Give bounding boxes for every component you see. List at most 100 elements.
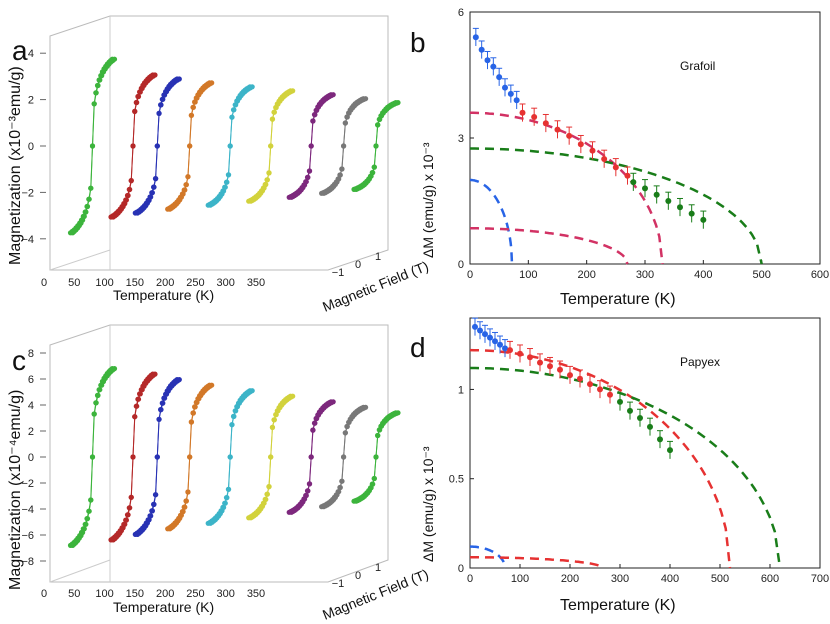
panel-a-z-ticks: −1 0 1: [332, 251, 381, 279]
data-point: [624, 172, 631, 179]
loop-T6: [246, 393, 296, 521]
data-point: [589, 147, 596, 154]
panel-c-y-title: Magnetization (x10⁻⁴emu/g): [7, 390, 24, 590]
loop-point: [161, 92, 167, 98]
loop-point: [346, 110, 352, 116]
fit-curve: [470, 545, 507, 569]
loop-point: [271, 109, 277, 115]
loop-point: [70, 542, 76, 549]
loop-point: [159, 400, 165, 406]
panel-letter-c: c: [12, 345, 26, 376]
data-point: [513, 97, 520, 104]
loop-point: [183, 498, 189, 504]
loop-point: [268, 454, 274, 460]
loop-point: [94, 82, 101, 89]
loop-point: [158, 102, 164, 108]
loop-point: [192, 99, 198, 105]
panel-b-annotation: Grafoil: [680, 59, 715, 73]
panel-b: 0 100 200 300 400 500 600 0 3 6 Grafoil Temperatu…: [420, 7, 829, 308]
x-tick-label: 50: [68, 277, 80, 289]
data-point: [601, 156, 608, 162]
data-point: [557, 366, 563, 373]
loop-point: [133, 403, 139, 409]
loop-T4: [165, 382, 215, 532]
panel-letter-d: d: [410, 332, 426, 363]
loop-point: [98, 382, 104, 388]
x-tick-label: 0: [467, 269, 473, 281]
data-point: [527, 354, 533, 361]
data-point: [612, 164, 619, 171]
x-tick-label: 200: [156, 588, 174, 600]
loop-point: [305, 174, 311, 180]
panel-c-floor-edge: [49, 559, 111, 583]
loop-point: [226, 486, 232, 492]
data-point: [567, 372, 573, 379]
fit-curve: [470, 556, 604, 569]
loop-point: [96, 77, 102, 83]
data-point: [587, 381, 593, 388]
loop-point: [207, 202, 213, 208]
loop-point: [83, 521, 89, 527]
loop-point: [271, 417, 277, 423]
loop-point: [89, 143, 96, 149]
loop-point: [167, 526, 173, 532]
loop-point: [130, 143, 136, 149]
data-point: [472, 323, 478, 330]
x-tick-label: 400: [694, 269, 712, 281]
loop-point: [376, 116, 382, 122]
y-tick-label: 6: [458, 7, 464, 19]
loop-point: [229, 114, 235, 120]
loop-point: [310, 118, 316, 124]
loop-point: [190, 104, 196, 110]
loop-point: [182, 504, 188, 510]
data-point: [531, 114, 538, 120]
loop-T1: [67, 366, 118, 549]
loop-point: [149, 190, 155, 196]
x-tick-label: 700: [811, 573, 829, 585]
loop-point: [154, 143, 160, 149]
loop-point: [307, 168, 313, 174]
panel-c-z-title: Magnetic Field (T): [320, 566, 431, 623]
x-tick-label: 100: [95, 588, 113, 600]
loop-point: [188, 112, 194, 118]
loop-point: [84, 516, 91, 522]
z-tick-label: −1: [332, 267, 345, 279]
loop-point: [127, 505, 133, 511]
data-point: [478, 46, 485, 53]
data-point: [497, 341, 503, 348]
loop-point: [313, 415, 319, 422]
loop-T8: [319, 96, 369, 196]
loop-point: [83, 209, 89, 215]
loop-point: [311, 420, 318, 426]
y-tick-label: 6: [28, 374, 34, 386]
x-tick-label: 0: [41, 277, 47, 289]
loop-point: [313, 107, 319, 113]
loop-point: [193, 95, 199, 101]
loop-T6: [246, 88, 296, 204]
loop-point: [341, 454, 347, 460]
x-tick-label: 300: [636, 269, 654, 281]
fit-curve: [470, 178, 514, 265]
loop-point: [153, 176, 159, 182]
loop-point: [248, 198, 254, 204]
data-point: [477, 327, 483, 334]
loop-T7: [286, 399, 336, 515]
y-tick-label: −2: [21, 187, 34, 199]
loop-point: [187, 143, 193, 149]
loop-point: [353, 498, 359, 504]
loop-point: [148, 513, 154, 519]
loop-point: [273, 104, 279, 111]
x-tick-label: 300: [217, 277, 235, 289]
data-point: [537, 359, 543, 366]
panel-a-x-title: Temperature (K): [113, 287, 214, 303]
panel-c-x-title: Temperature (K): [113, 599, 214, 615]
y-tick-label: 0: [458, 563, 464, 575]
loop-point: [227, 454, 233, 460]
x-tick-label: 150: [126, 588, 144, 600]
loop-point: [182, 187, 188, 193]
loop-point: [230, 107, 237, 113]
loop-point: [207, 520, 213, 526]
loop-point: [371, 475, 377, 482]
z-tick-label: −1: [332, 578, 345, 590]
data-point: [472, 34, 479, 41]
